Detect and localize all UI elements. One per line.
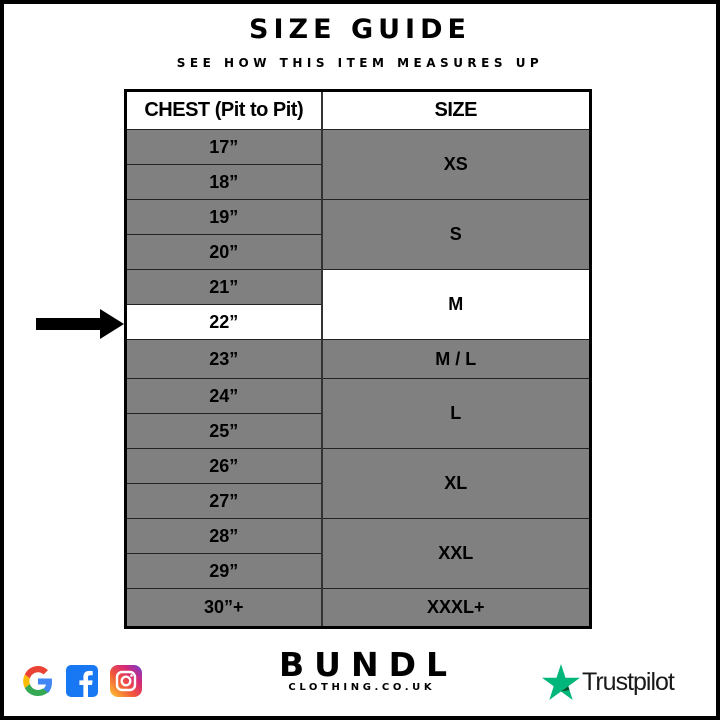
size-cell: L <box>321 378 591 449</box>
size-cell: S <box>321 199 591 270</box>
size-cell: XXXL+ <box>321 588 591 628</box>
size-table: CHEST (Pit to Pit) SIZE 17” XS 18” 19” S 20… <box>124 89 592 629</box>
chest-cell: 18” <box>125 164 323 200</box>
chest-cell: 27” <box>125 483 323 519</box>
page-title: SIZE GUIDE <box>249 14 471 45</box>
brand-name: BUNDL <box>279 645 457 684</box>
trustpilot-logo: Trustpilot <box>542 664 675 700</box>
chest-cell: 17” <box>125 129 323 165</box>
chest-cell: 29” <box>125 553 323 589</box>
brand-logo: BUNDL CLOTHING.CO.UK <box>279 648 447 694</box>
google-icon <box>23 666 52 696</box>
column-header-size: SIZE <box>321 90 591 130</box>
size-cell: XXL <box>321 518 591 589</box>
size-cell: XS <box>321 129 591 200</box>
facebook-icon <box>66 665 98 697</box>
arrow-right-icon <box>36 309 124 339</box>
star-icon <box>542 664 580 700</box>
brand-domain: CLOTHING.CO.UK <box>288 682 436 693</box>
chest-cell: 24” <box>125 378 323 414</box>
chest-cell: 28” <box>125 518 323 554</box>
size-cell: M / L <box>321 339 591 379</box>
size-cell-highlighted: M <box>321 269 591 340</box>
chest-cell: 26” <box>125 448 323 484</box>
chest-cell: 25” <box>125 413 323 449</box>
chest-cell: 30”+ <box>125 588 323 628</box>
page-subtitle: SEE HOW THIS ITEM MEASURES UP <box>176 56 544 70</box>
chest-cell: 23” <box>125 339 323 379</box>
size-cell: XL <box>321 448 591 519</box>
trustpilot-text: Trustpilot <box>582 667 675 696</box>
chest-cell-highlighted: 22” <box>125 304 323 340</box>
chest-cell: 19” <box>125 199 323 235</box>
chest-cell: 21” <box>125 269 323 305</box>
column-header-chest: CHEST (Pit to Pit) <box>125 90 323 130</box>
chest-cell: 20” <box>125 234 323 270</box>
instagram-icon <box>110 665 142 697</box>
social-icons <box>22 664 142 698</box>
